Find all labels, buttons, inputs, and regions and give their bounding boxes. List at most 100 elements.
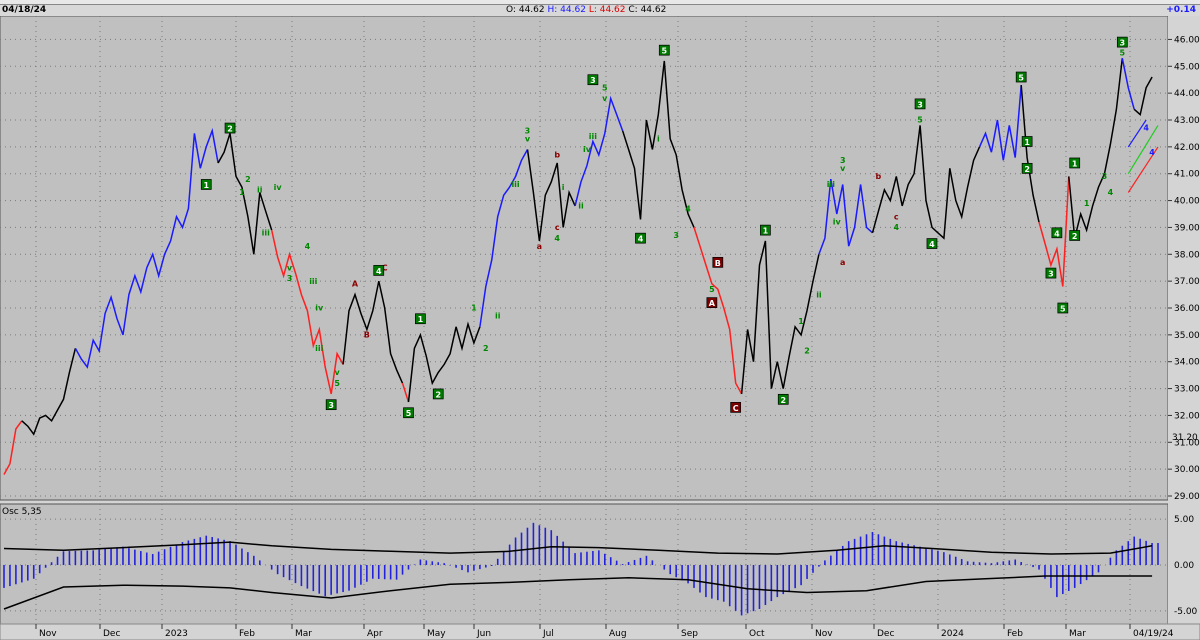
wave-label-text: 3 xyxy=(1048,270,1054,279)
wave-label: iii xyxy=(262,228,270,237)
wave-label: iii xyxy=(827,180,835,189)
wave-label-boxed: 3 xyxy=(587,74,599,85)
wave-label-boxed: 2 xyxy=(1021,162,1033,174)
wave-label-box xyxy=(914,98,926,110)
osc-y-tick-label: -5.00 xyxy=(1174,607,1198,617)
y-tick-label: 37.00 xyxy=(1174,277,1200,287)
wave-label-box xyxy=(760,224,771,236)
price-series-blue xyxy=(818,178,874,255)
wave-label: iv xyxy=(274,183,283,192)
wave-label-box xyxy=(403,407,414,419)
wave-label: b xyxy=(554,151,560,160)
wave-label-boxed: 1 xyxy=(1021,136,1033,147)
y-tick-label: 40.00 xyxy=(1174,197,1200,207)
wave-label: 1 xyxy=(239,188,245,197)
wave-label: iii xyxy=(309,277,317,286)
osc-lower-band xyxy=(3,575,1153,610)
wave-label-text: 4 xyxy=(1054,229,1060,238)
x-tick-label: Mar xyxy=(1069,629,1086,639)
wave-label-boxed: 3 xyxy=(1116,36,1128,48)
close-value: 44.62 xyxy=(640,5,667,15)
wave-label: 2 xyxy=(804,347,810,356)
low-label: L: xyxy=(588,5,597,15)
wave-label-boxed: 5 xyxy=(403,407,414,419)
x-tick-label: Feb xyxy=(1007,629,1023,639)
price-series-red xyxy=(693,227,743,395)
price-series-black xyxy=(1133,76,1153,117)
wave-label-text: 2 xyxy=(1072,232,1078,241)
wave-label: v xyxy=(525,134,531,143)
wave-label-box xyxy=(1021,162,1033,174)
wave-label-box xyxy=(415,313,426,325)
wave-label-text: 5 xyxy=(406,409,412,418)
wave-label-box xyxy=(373,265,385,276)
x-tick-label: Aug xyxy=(609,629,627,639)
osc-y-tick-label: 0.00 xyxy=(1174,561,1194,571)
time-axis-area xyxy=(0,623,1200,640)
wave-label: c xyxy=(555,223,560,232)
wave-label-boxed: 3 xyxy=(325,399,337,410)
wave-label: iii xyxy=(511,180,519,189)
wave-label-text: 4 xyxy=(929,240,935,249)
wave-label: i xyxy=(657,134,660,143)
wave-label-text: B xyxy=(715,259,721,268)
wave-label-text: 2 xyxy=(1024,165,1030,174)
x-tick-label: 2024 xyxy=(941,629,964,639)
x-tick-label: 2023 xyxy=(165,629,188,639)
wave-label-box xyxy=(635,232,646,244)
y-tick-label: 45.00 xyxy=(1174,62,1200,72)
wave-label: 1 xyxy=(1084,199,1090,208)
wave-label: 4 xyxy=(305,242,311,251)
wave-label: iii xyxy=(315,344,323,353)
wave-label-box xyxy=(706,297,718,308)
wave-label-box xyxy=(730,402,742,413)
wave-label-box xyxy=(658,44,670,56)
price-panel xyxy=(0,16,1169,501)
wave-label-boxed: 4 xyxy=(635,232,646,244)
x-tick-label: Mar xyxy=(295,629,312,639)
wave-label: iv xyxy=(833,218,842,227)
wave-label: 3 xyxy=(673,231,679,240)
osc-upper-band xyxy=(3,541,1153,555)
price-series-red xyxy=(3,420,23,475)
close-label: C: xyxy=(628,5,638,15)
osc-y-tick-label: 5.00 xyxy=(1174,515,1194,525)
price-series-black xyxy=(21,348,77,436)
wave-label: c xyxy=(894,212,899,221)
wave-label: 2 xyxy=(483,344,489,353)
wave-label-text: 1 xyxy=(418,315,424,324)
wave-label: a xyxy=(537,242,542,251)
wave-label-boxed: 4 xyxy=(1051,227,1063,238)
wave-label-boxed: 2 xyxy=(777,393,789,405)
wave-label: 5 xyxy=(1120,49,1126,58)
oscillator-panel xyxy=(0,503,1169,625)
wave-label-box xyxy=(224,122,236,134)
y-tick-label: 31.00 xyxy=(1174,438,1200,448)
x-tick-label: Sep xyxy=(681,629,698,639)
price-axis-area xyxy=(1168,16,1200,624)
wave-label-boxed: 5 xyxy=(1057,302,1069,314)
y-tick-label: 41.00 xyxy=(1174,170,1200,180)
wave-label: iv xyxy=(315,304,324,313)
wave-label-text: A xyxy=(709,299,716,308)
price-series-black xyxy=(217,133,273,255)
price-series-black xyxy=(740,240,820,394)
x-tick-label: Jun xyxy=(476,629,491,639)
wave-label-text: 5 xyxy=(1018,74,1024,83)
y-tick-label: 44.00 xyxy=(1174,89,1200,99)
wave-label: C xyxy=(382,263,388,272)
wave-label-boxed: 1 xyxy=(415,313,426,325)
wave-label-box xyxy=(1069,230,1081,241)
open-value: 44.62 xyxy=(518,5,545,15)
wave-label: v xyxy=(840,164,846,173)
projection-line-red xyxy=(1127,146,1159,193)
wave-label-box xyxy=(1057,302,1069,314)
price-chart[interactable]: Nov Dec 2023 Feb Mar Apr May Jun Jul Aug Sep Oct Nov… xyxy=(0,16,1200,640)
high-value: 44.62 xyxy=(560,5,586,15)
wave-label: v xyxy=(335,368,341,377)
wave-label-boxed: 4 xyxy=(373,265,385,276)
wave-label: 4 xyxy=(1108,188,1114,197)
wave-label: 2 xyxy=(245,175,251,184)
wave-label: b xyxy=(876,172,882,181)
wave-label-box xyxy=(432,388,444,400)
